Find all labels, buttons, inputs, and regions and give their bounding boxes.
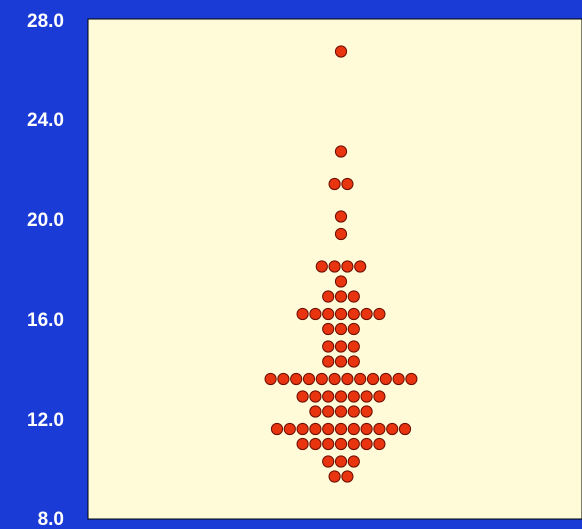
data-point [322,437,335,451]
data-point [373,307,386,321]
data-point [347,405,360,418]
data-point [334,307,348,321]
data-point [341,260,354,273]
data-point [322,455,335,468]
data-point [322,340,335,353]
data-point [347,290,360,303]
data-point [322,355,335,368]
data-point [322,307,335,321]
data-point [360,390,373,403]
data-point [334,390,348,403]
data-point [290,372,303,386]
data-point [334,145,348,158]
data-point [386,422,399,436]
data-point [283,422,296,436]
data-point [347,322,360,336]
data-point [309,405,322,418]
data-point [334,290,348,303]
data-point [334,355,348,368]
data-point [354,372,367,386]
data-point [315,260,328,273]
data-point [373,422,386,436]
data-point [334,45,348,58]
data-point [328,260,341,273]
data-point [347,455,360,468]
data-point [373,390,386,403]
data-point [322,405,335,418]
data-point [347,390,360,403]
data-point [334,227,348,241]
data-point [322,290,335,303]
data-point [309,437,322,451]
y-tick-label: 20.0 [27,210,64,231]
data-point [322,390,335,403]
data-point [360,405,373,418]
data-point [347,422,360,436]
data-point [347,307,360,321]
data-point [334,322,348,336]
data-point [334,405,348,418]
data-point [392,372,405,386]
data-point [366,372,380,386]
data-point [398,422,412,436]
data-point [334,455,348,468]
data-point [270,422,284,436]
y-tick-label: 8.0 [38,509,64,529]
data-point [264,372,277,386]
data-point [360,437,373,451]
data-point [322,422,335,436]
data-point [309,307,322,321]
data-point [354,260,367,273]
data-point [334,210,348,223]
data-point [328,177,341,191]
data-point [302,372,316,386]
data-point [334,340,348,353]
data-point [296,390,309,403]
data-point [309,422,322,436]
data-point [309,390,322,403]
data-point [347,340,360,353]
data-point [360,422,373,436]
data-point [315,372,328,386]
data-point [328,372,341,386]
y-tick-label: 28.0 [27,11,64,32]
data-point [328,470,341,483]
data-point [296,437,309,451]
data-point [296,307,309,321]
data-point [341,372,354,386]
data-point [379,372,392,386]
y-tick-label: 12.0 [27,410,64,431]
data-point [322,322,335,336]
data-point [347,437,360,451]
data-point [360,307,373,321]
y-tick-label: 16.0 [27,310,64,331]
data-point [405,372,418,386]
data-point [296,422,309,436]
y-tick-label: 24.0 [27,110,64,131]
data-point [277,372,290,386]
y-axis: 8.0 12.0 16.0 20.0 24.0 28.0 [27,11,64,529]
data-point [341,470,354,483]
data-points [264,45,418,483]
data-point [334,275,348,288]
data-point [341,177,354,191]
data-point [347,355,360,368]
data-point [373,437,386,451]
data-point [334,422,348,436]
data-point [334,437,348,451]
